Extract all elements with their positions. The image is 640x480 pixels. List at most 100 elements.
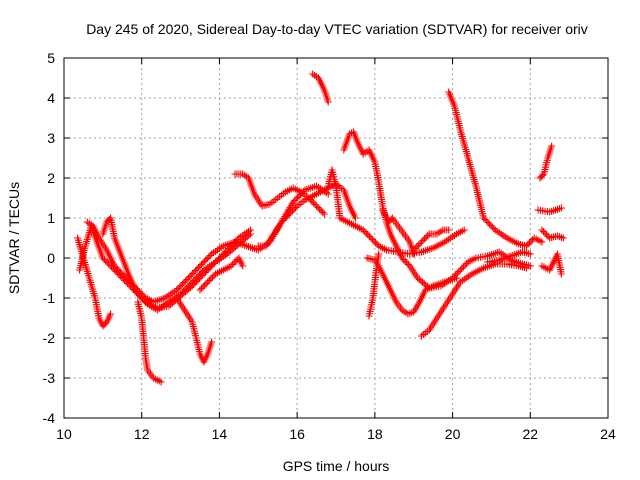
y-tick-label: 5 [47,50,55,66]
series-track-s [484,248,534,266]
data-point [199,283,207,291]
data-point [195,264,203,271]
data-point [309,199,317,207]
data-point [181,277,189,285]
data-point [452,274,460,282]
data-point [311,200,319,208]
x-tick-label: 20 [445,426,461,442]
x-tick-label: 10 [56,426,72,442]
data-point [207,263,215,270]
data-point [541,229,549,237]
data-point [209,261,217,269]
data-point [193,265,201,273]
data-point [424,232,432,240]
data-point [192,267,200,274]
data-point [543,231,551,239]
data-point [230,259,238,267]
series-track-j [309,70,332,106]
data-point [183,276,191,283]
data-point [484,219,492,226]
data-point [207,275,215,283]
y-tick-label: -2 [43,330,56,346]
data-point [177,282,185,289]
series-track-m [379,206,418,258]
data-point [416,240,424,248]
data-point [313,202,321,210]
data-point [203,267,211,275]
data-point [208,273,216,281]
data-point [292,195,300,203]
data-point [485,220,493,228]
data-point [118,270,126,277]
series-track-u [536,142,556,182]
data-point [359,226,367,234]
data-point [138,295,146,303]
data-point [324,190,332,198]
data-point [174,285,182,292]
x-tick-label: 16 [289,426,305,442]
y-tick-label: 4 [47,90,55,106]
data-point [460,226,468,234]
data-point [204,278,212,286]
data-point [279,216,287,224]
data-point [196,262,204,270]
data-point [230,239,238,246]
data-point [217,252,225,260]
data-point [539,228,547,236]
data-point [157,378,165,386]
data-point [367,234,375,242]
data-point [284,212,292,220]
series-track-w [538,226,567,242]
data-point [522,242,530,250]
data-point [480,214,488,222]
data-point [456,266,464,274]
data-point [351,214,359,222]
data-point [198,272,206,279]
data-point [197,261,205,268]
y-tick-label: 0 [47,250,55,266]
data-point [206,264,214,272]
data-point [524,240,532,248]
data-point [294,194,302,201]
data-point [205,276,213,284]
data-point [526,250,534,258]
data-point [225,245,233,252]
data-point [223,246,231,254]
data-point [291,197,299,204]
data-point [184,274,192,282]
data-point [99,254,107,262]
data-point [557,270,565,278]
data-point [316,205,324,213]
data-point [214,255,222,263]
data-point [292,204,300,212]
data-point [187,283,195,291]
data-point [219,251,227,258]
data-point [201,281,209,289]
data-point [213,257,221,264]
data-point [362,229,370,237]
data-point [372,239,380,247]
data-point [229,240,237,248]
data-point [186,273,194,280]
data-point [445,226,453,234]
x-tick-label: 18 [367,426,383,442]
data-point [200,258,208,265]
data-point [208,338,216,346]
data-point [422,233,430,241]
data-point [410,246,418,254]
data-point [413,243,421,251]
data-point [419,236,427,244]
data-point [488,223,496,231]
data-points [74,70,567,386]
data-point [119,271,127,279]
data-point [411,244,419,252]
data-point [527,237,535,245]
y-tick-label: 3 [47,130,55,146]
x-tick-label: 12 [134,426,150,442]
data-point [198,284,206,292]
data-point [205,253,213,261]
data-point [365,232,373,240]
data-point [191,279,199,287]
data-point [190,268,198,276]
